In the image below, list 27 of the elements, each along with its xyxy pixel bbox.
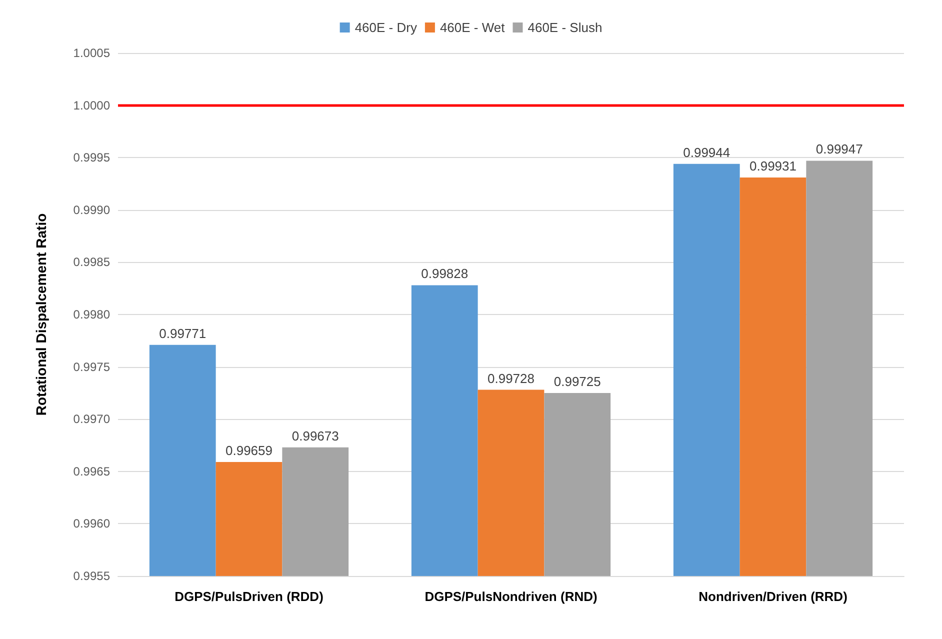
legend-label: 460E - Slush — [528, 20, 602, 35]
x-tick-label: DGPS/PulsDriven (RDD) — [174, 589, 324, 604]
x-tick-label: Nondriven/Driven (RRD) — [698, 589, 848, 604]
data-label: 0.99673 — [292, 428, 339, 444]
y-tick-label: 0.9960 — [73, 516, 110, 531]
y-tick-label: 0.9955 — [73, 569, 110, 583]
legend-label: 460E - Wet — [440, 20, 506, 35]
data-label: 0.99728 — [488, 370, 534, 386]
y-tick-label: 0.9980 — [73, 308, 110, 322]
y-tick-label: 0.9965 — [73, 464, 110, 478]
data-label: 0.99931 — [750, 158, 796, 174]
data-label: 0.99659 — [226, 442, 272, 458]
y-tick-label: 0.9990 — [73, 202, 110, 217]
y-tick-label: 1.0000 — [73, 98, 110, 112]
data-label: 0.99771 — [159, 326, 206, 341]
y-tick-label: 0.9975 — [73, 360, 110, 374]
data-label: 0.99944 — [683, 144, 730, 160]
y-tick-label: 0.9995 — [73, 150, 110, 165]
y-tick-label: 0.9970 — [73, 412, 110, 426]
data-label: 0.99725 — [554, 374, 601, 389]
y-axis-title: Rotational Dispalcement Ratio — [33, 213, 49, 416]
y-tick-label: 1.0005 — [73, 46, 110, 60]
data-label: 0.99947 — [816, 142, 863, 157]
y-tick-label: 0.9985 — [73, 255, 110, 270]
legend-label: 460E - Dry — [354, 20, 418, 35]
data-label: 0.99828 — [421, 266, 468, 282]
x-tick-label: DGPS/PulsNondriven (RND) — [424, 589, 598, 604]
